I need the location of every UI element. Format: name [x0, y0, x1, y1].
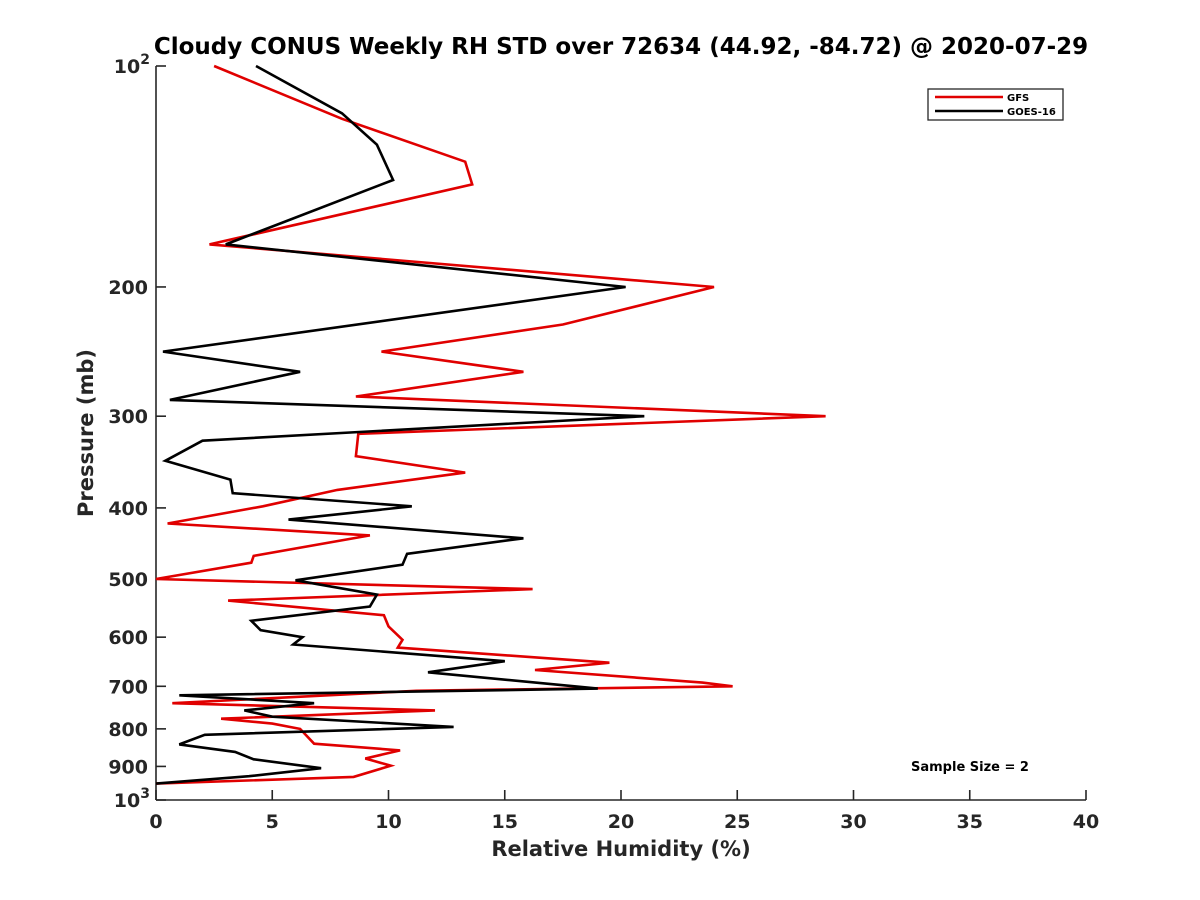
chart-title: Cloudy CONUS Weekly RH STD over 72634 (4… — [154, 34, 1088, 60]
y-axis-label: Pressure (mb) — [74, 349, 98, 517]
series-line-gfs — [155, 64, 826, 785]
x-tick-label: 30 — [840, 811, 866, 833]
y-tick-label: 700 — [108, 676, 148, 698]
y-tick-label: 600 — [108, 627, 148, 649]
plot-area — [155, 66, 1086, 801]
x-tick-label: 25 — [724, 811, 750, 833]
legend-box — [927, 88, 1064, 121]
series-lines — [155, 64, 826, 785]
y-tick-label: 103 — [114, 786, 150, 812]
legend: GFS GOES-16 — [927, 88, 1064, 121]
y-tick-label: 900 — [108, 756, 148, 778]
y-tick-label: 800 — [108, 719, 148, 741]
x-tick-label: 10 — [375, 811, 401, 833]
x-tick-label: 20 — [608, 811, 634, 833]
x-tick-label: 5 — [266, 811, 279, 833]
x-tick-label: 15 — [492, 811, 518, 833]
series-line-goes16 — [155, 64, 645, 785]
legend-label-gfs: GFS — [1007, 93, 1029, 104]
x-tick-label: 0 — [149, 811, 162, 833]
x-tick-label: 40 — [1073, 811, 1099, 833]
y-tick-label: 500 — [108, 569, 148, 591]
x-ticks: 0 5 10 15 20 25 30 35 40 — [149, 790, 1099, 833]
y-tick-label: 102 — [114, 52, 150, 78]
y-tick-label: 300 — [108, 406, 148, 428]
y-tick-label: 400 — [108, 498, 148, 520]
legend-label-goes16: GOES-16 — [1007, 107, 1056, 118]
x-tick-label: 35 — [957, 811, 983, 833]
sample-size-annotation: Sample Size = 2 — [911, 760, 1029, 775]
y-ticks: 102 200 300 400 500 600 700 800 900 103 — [108, 52, 166, 812]
x-axis-label: Relative Humidity (%) — [491, 837, 750, 861]
y-tick-label: 200 — [108, 277, 148, 299]
